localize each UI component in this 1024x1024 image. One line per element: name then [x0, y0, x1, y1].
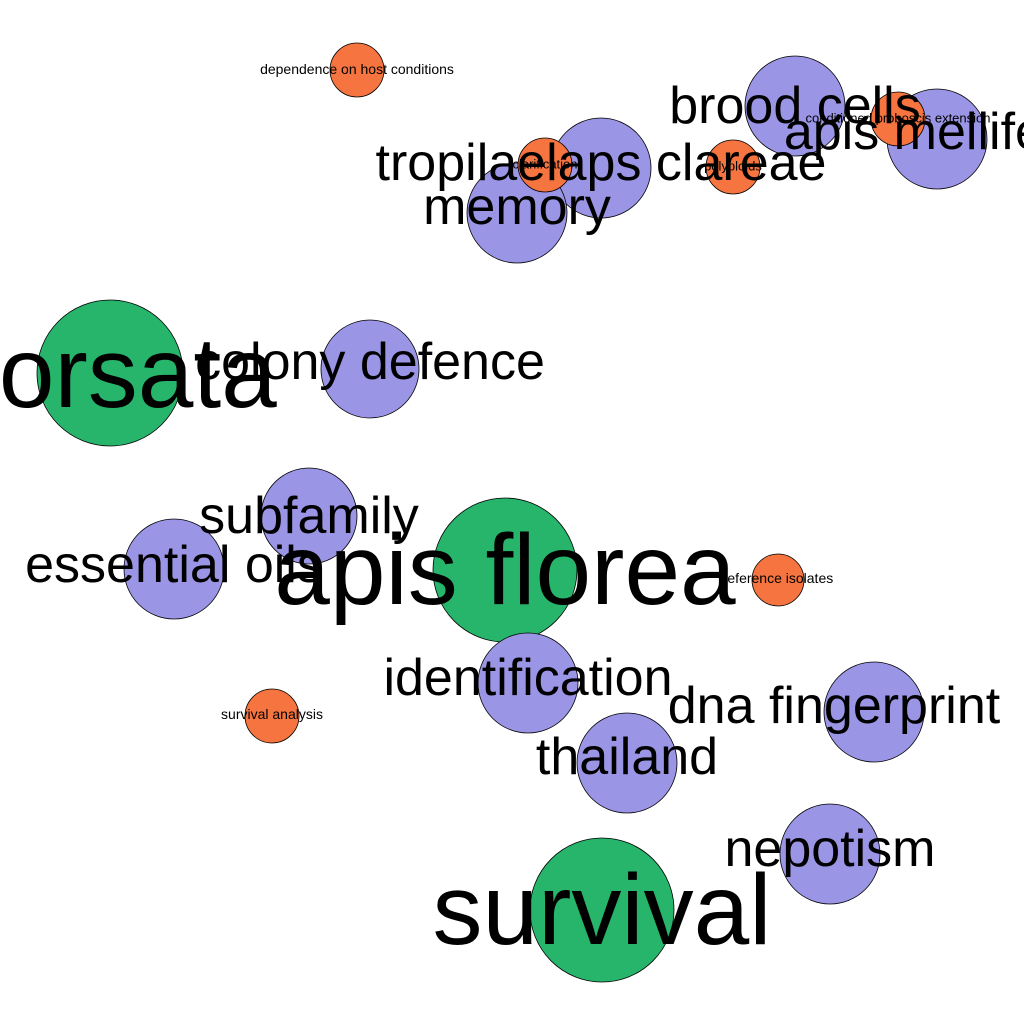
survival-label: survival: [433, 854, 772, 966]
polyploids-node[interactable]: [705, 139, 761, 195]
dependence-on-host-conditions-label: dependence on host conditions: [260, 61, 454, 77]
essential-oils-node[interactable]: [123, 518, 225, 620]
subfamily-node[interactable]: [260, 467, 358, 565]
colony-defence-node[interactable]: [320, 319, 420, 419]
brood-cells-node[interactable]: [744, 55, 846, 157]
essential-oils-label: essential oils: [25, 536, 323, 594]
identification-node[interactable]: [477, 632, 579, 734]
apis-mellifera-label: apis mellifera: [784, 103, 1024, 161]
tropilaelaps-clareae-label: tropilaelaps clareae: [376, 134, 827, 192]
nepotism-label: nepotism: [725, 820, 936, 878]
nepotism-node[interactable]: [779, 803, 881, 905]
clarification-label: clarification: [512, 157, 577, 172]
dorsata-node[interactable]: [36, 299, 184, 447]
thailand-node[interactable]: [576, 712, 678, 814]
node-layer: [36, 42, 988, 983]
brood-cells-label: brood cells: [669, 77, 920, 135]
reference-isolates-label: reference isolates: [723, 570, 834, 586]
dna-fingerprint-node[interactable]: [823, 661, 925, 763]
memory-label: memory: [423, 178, 611, 236]
colony-defence-label: colony defence: [195, 333, 545, 391]
conditioned-proboscis-extension-label: conditioned proboscis extension: [805, 111, 990, 126]
apis-florea-label: apis florea: [274, 514, 736, 626]
survival-node[interactable]: [529, 837, 675, 983]
label-layer: dorsata apis florea survival brood cellsapi…: [0, 61, 1024, 966]
conditioned-proboscis-extension-node[interactable]: [870, 91, 926, 147]
dna-fingerprint-label: dna fingerprint: [668, 677, 1001, 735]
polyploids-label: polyploids: [704, 159, 762, 174]
subfamily-label: subfamily: [199, 487, 419, 545]
dependence-on-host-conditions-node[interactable]: [329, 42, 385, 98]
survival-analysis-label: survival analysis: [221, 706, 323, 722]
reference-isolates-node[interactable]: [751, 553, 805, 607]
identification-label: identification: [383, 649, 672, 707]
thailand-label: thailand: [536, 728, 718, 786]
dorsata-label: dorsata: [0, 317, 277, 429]
clarification-node[interactable]: [517, 137, 573, 193]
survival-analysis-node[interactable]: [244, 688, 300, 744]
